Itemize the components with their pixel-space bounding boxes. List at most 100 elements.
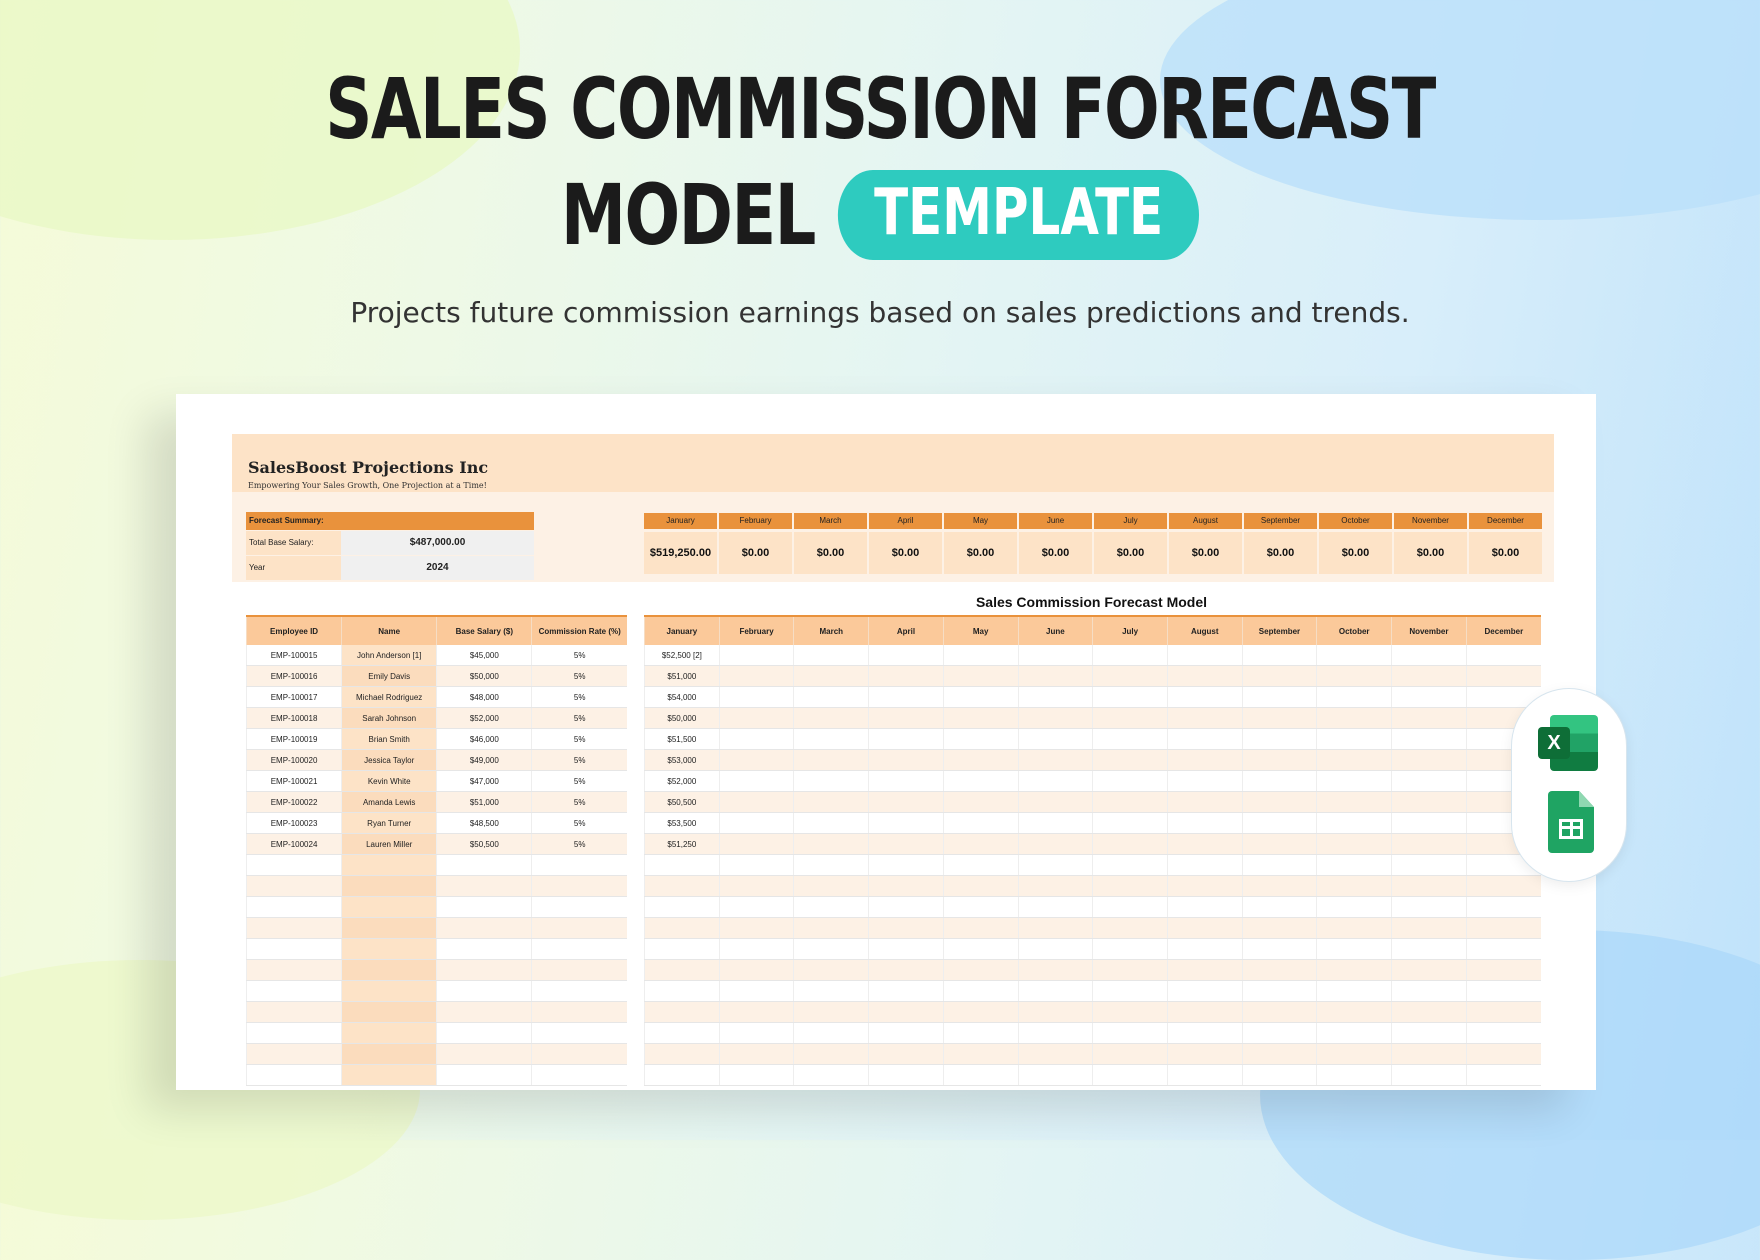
cell-id[interactable]: [245, 896, 342, 918]
cell-month[interactable]: [1391, 1064, 1467, 1086]
cell-month[interactable]: [793, 1043, 869, 1065]
cell-month[interactable]: [1465, 1064, 1541, 1086]
cell-month[interactable]: [868, 980, 944, 1002]
cell-month[interactable]: [1092, 791, 1168, 813]
cell-month[interactable]: [1092, 980, 1168, 1002]
cell-name[interactable]: [341, 875, 437, 897]
cell-month[interactable]: [1316, 749, 1392, 771]
cell-month[interactable]: [1092, 896, 1168, 918]
cell-month[interactable]: [1017, 833, 1093, 855]
cell-month[interactable]: [1316, 1022, 1392, 1044]
cell-month[interactable]: [718, 1043, 794, 1065]
cell-month[interactable]: [942, 1022, 1019, 1044]
cell-month[interactable]: [793, 707, 869, 729]
cell-month[interactable]: [1241, 1022, 1317, 1044]
cell-rate[interactable]: [531, 875, 627, 897]
cell-month[interactable]: [868, 875, 944, 897]
cell-month[interactable]: [1316, 770, 1392, 792]
cell-rate[interactable]: 5%: [531, 812, 627, 834]
cell-month[interactable]: [1316, 917, 1392, 939]
cell-month[interactable]: [1166, 854, 1243, 876]
cell-rate[interactable]: 5%: [531, 686, 627, 708]
cell-month[interactable]: [1316, 645, 1392, 666]
cell-month[interactable]: [1166, 1043, 1243, 1065]
cell-month[interactable]: [793, 875, 869, 897]
cell-month[interactable]: [1166, 749, 1243, 771]
cell-month[interactable]: [942, 665, 1019, 687]
cell-month[interactable]: [1017, 686, 1093, 708]
cell-name[interactable]: Michael Rodriguez: [341, 686, 437, 708]
month-summary-value[interactable]: $519,250.00: [644, 532, 717, 574]
cell-month[interactable]: [793, 833, 869, 855]
cell-month[interactable]: [1391, 665, 1467, 687]
cell-name[interactable]: [341, 938, 437, 960]
cell-month[interactable]: [1017, 1064, 1093, 1086]
cell-month[interactable]: $51,000: [644, 665, 720, 687]
cell-month[interactable]: [1092, 749, 1168, 771]
cell-month[interactable]: [1241, 728, 1317, 750]
cell-month[interactable]: [868, 707, 944, 729]
cell-month[interactable]: [793, 854, 869, 876]
cell-month[interactable]: [868, 854, 944, 876]
cell-month[interactable]: [718, 833, 794, 855]
cell-month[interactable]: [1241, 749, 1317, 771]
cell-month[interactable]: [793, 645, 869, 666]
cell-month[interactable]: [1166, 686, 1243, 708]
cell-month[interactable]: [1465, 665, 1541, 687]
cell-salary[interactable]: [436, 917, 532, 939]
cell-month[interactable]: [718, 791, 794, 813]
summary-value[interactable]: $487,000.00: [341, 531, 534, 555]
cell-month[interactable]: [1241, 959, 1317, 981]
cell-month[interactable]: [1316, 1064, 1392, 1086]
cell-salary[interactable]: [436, 1001, 532, 1023]
cell-month[interactable]: [1241, 896, 1317, 918]
cell-month[interactable]: [1092, 833, 1168, 855]
cell-month[interactable]: [1241, 1001, 1317, 1023]
cell-month[interactable]: [1241, 791, 1317, 813]
cell-month[interactable]: [1241, 665, 1317, 687]
cell-month[interactable]: [1391, 686, 1467, 708]
cell-month[interactable]: [718, 980, 794, 1002]
cell-month[interactable]: [1017, 770, 1093, 792]
cell-name[interactable]: [341, 959, 437, 981]
cell-id[interactable]: EMP-100016: [245, 665, 342, 687]
cell-name[interactable]: [341, 896, 437, 918]
cell-id[interactable]: EMP-100022: [245, 791, 342, 813]
cell-name[interactable]: Amanda Lewis: [341, 791, 437, 813]
cell-id[interactable]: [245, 938, 342, 960]
cell-month[interactable]: [942, 770, 1019, 792]
cell-month[interactable]: [868, 1064, 944, 1086]
cell-month[interactable]: [1391, 728, 1467, 750]
cell-month[interactable]: [868, 938, 944, 960]
cell-month[interactable]: [718, 728, 794, 750]
cell-month[interactable]: [644, 959, 720, 981]
cell-month[interactable]: [1391, 854, 1467, 876]
cell-month[interactable]: [1465, 938, 1541, 960]
cell-month[interactable]: $51,250: [644, 833, 720, 855]
cell-month[interactable]: $50,000: [644, 707, 720, 729]
cell-month[interactable]: [942, 1001, 1019, 1023]
cell-month[interactable]: [1166, 1022, 1243, 1044]
cell-month[interactable]: [1316, 938, 1392, 960]
cell-salary[interactable]: [436, 1022, 532, 1044]
cell-id[interactable]: EMP-100024: [245, 833, 342, 855]
cell-salary[interactable]: $51,000: [436, 791, 532, 813]
cell-salary[interactable]: [436, 938, 532, 960]
cell-month[interactable]: [718, 1064, 794, 1086]
cell-month[interactable]: [868, 770, 944, 792]
cell-month[interactable]: [1092, 875, 1168, 897]
cell-month[interactable]: [1017, 791, 1093, 813]
cell-month[interactable]: [1391, 833, 1467, 855]
cell-month[interactable]: $53,000: [644, 749, 720, 771]
cell-month[interactable]: [1017, 854, 1093, 876]
cell-month[interactable]: [1166, 770, 1243, 792]
cell-month[interactable]: [1017, 1022, 1093, 1044]
cell-month[interactable]: [1092, 959, 1168, 981]
cell-month[interactable]: [1391, 1022, 1467, 1044]
cell-month[interactable]: [1166, 645, 1243, 666]
cell-month[interactable]: [1166, 959, 1243, 981]
cell-month[interactable]: [1166, 728, 1243, 750]
cell-month[interactable]: [1241, 770, 1317, 792]
cell-name[interactable]: [341, 1001, 437, 1023]
cell-name[interactable]: [341, 854, 437, 876]
